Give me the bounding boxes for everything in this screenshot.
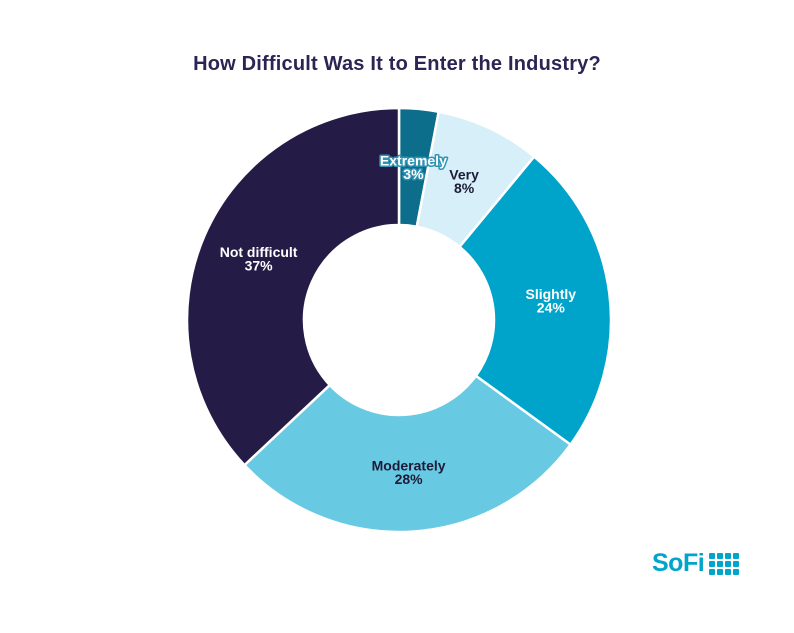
sofi-logo-mark-icon [709, 552, 740, 575]
logo-mark-cell [717, 552, 724, 559]
donut-label-slightly: Slightly 24% [526, 286, 577, 316]
logo-mark-cell [725, 568, 732, 575]
donut-labels: Extremely 3% Very 8% Slightly 24% Moderately 28… [220, 151, 577, 488]
sofi-logo: SoFi [652, 548, 740, 579]
logo-mark-cell [709, 568, 716, 575]
donut-label-extremely: Extremely 3% [380, 153, 447, 183]
donut-label-moderately: Moderately 28% [372, 458, 446, 488]
logo-mark-cell [709, 560, 716, 567]
logo-mark-cell [725, 552, 732, 559]
sofi-logo-text: SoFi [652, 549, 705, 577]
logo-mark-cell [733, 552, 740, 559]
donut-segments [185, 106, 613, 534]
donut-segment-not-difficult [185, 106, 401, 467]
logo-mark-cell [733, 560, 740, 567]
logo-mark-cell [717, 560, 724, 567]
donut-label-very: Very 8% [449, 167, 479, 197]
logo-mark-cell [709, 552, 716, 559]
donut-segment-slightly [457, 154, 613, 447]
logo-mark-cell [717, 568, 724, 575]
donut-label-not-difficult: Not difficult 37% [220, 244, 298, 274]
logo-mark-cell [733, 568, 740, 575]
chart-title: How Difficult Was It to Enter the Indust… [193, 53, 601, 75]
donut-segment-moderately [242, 374, 573, 534]
logo-mark-cell [725, 560, 732, 567]
